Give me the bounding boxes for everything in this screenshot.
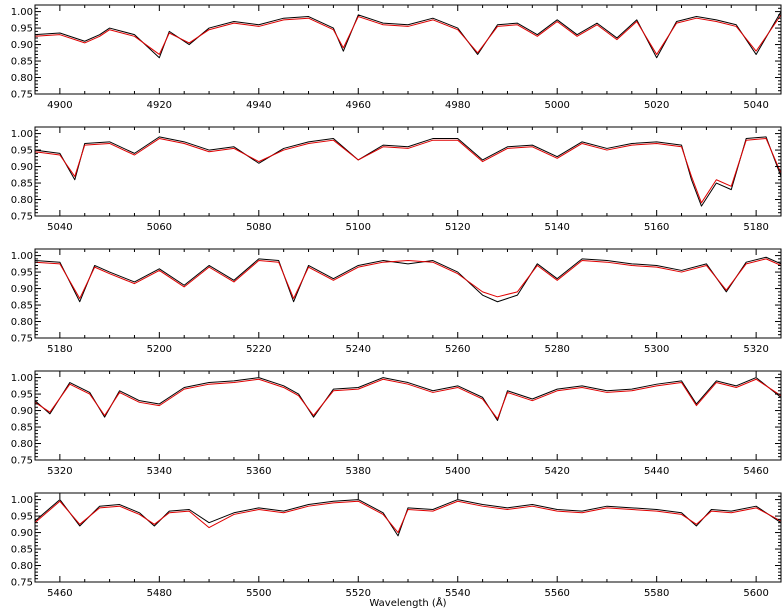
y-tick-label: 0.95 [11, 268, 33, 279]
observed-spectrum-line [34, 377, 782, 421]
x-tick-label: 4980 [445, 100, 470, 111]
x-tick-label: 5540 [445, 588, 470, 599]
model-spectrum-line [34, 14, 782, 55]
y-tick-label: 1.00 [11, 495, 33, 506]
x-tick-label: 5460 [47, 588, 72, 599]
x-tick-label: 4960 [346, 100, 371, 111]
x-tick-label: 5200 [147, 344, 172, 355]
y-tick-label: 0.75 [11, 334, 33, 345]
plot-frame [34, 248, 782, 339]
y-tick-label: 0.95 [11, 390, 33, 401]
y-tick-label: 0.90 [11, 284, 33, 295]
x-tick-label: 4940 [246, 100, 271, 111]
y-tick-label: 1.00 [11, 7, 33, 18]
y-tick-label: 0.80 [11, 195, 33, 206]
y-tick-label: 0.85 [11, 423, 33, 434]
x-tick-label: 5060 [147, 222, 172, 233]
x-tick-label: 5180 [47, 344, 72, 355]
observed-spectrum-line [34, 256, 782, 303]
y-tick-label: 0.85 [11, 179, 33, 190]
y-tick-label: 0.90 [11, 528, 33, 539]
y-tick-label: 1.00 [11, 251, 33, 262]
model-spectrum-line [34, 378, 782, 420]
x-tick-label: 5040 [743, 100, 768, 111]
x-tick-label: 5460 [743, 466, 768, 477]
x-tick-label: 5240 [346, 344, 371, 355]
x-tick-label: 5380 [346, 466, 371, 477]
x-tick-label: 5480 [147, 588, 172, 599]
plot-frame [34, 4, 782, 95]
x-tick-label: 5320 [743, 344, 768, 355]
y-tick-label: 0.95 [11, 146, 33, 157]
x-tick-label: 5360 [246, 466, 271, 477]
model-spectrum-line [34, 258, 782, 299]
x-tick-label: 5120 [445, 222, 470, 233]
x-tick-label: 5280 [544, 344, 569, 355]
spectrum-panel-2: 5040 5060 5080 5100 5120 5140 5160 5180 0.75 0.80… [11, 126, 782, 233]
y-tick-label: 1.00 [11, 129, 33, 140]
y-tick-label: 0.80 [11, 561, 33, 572]
y-tick-label: 0.75 [11, 578, 33, 589]
x-tick-label: 5100 [346, 222, 371, 233]
observed-spectrum-line [34, 11, 782, 59]
y-tick-label: 1.00 [11, 373, 33, 384]
y-tick-label: 0.90 [11, 162, 33, 173]
x-axis-label: Wavelength (Å) [369, 596, 446, 609]
x-tick-label: 5140 [544, 222, 569, 233]
y-tick-label: 0.80 [11, 317, 33, 328]
x-tick-label: 5520 [346, 588, 371, 599]
observed-spectrum-line [34, 499, 782, 537]
x-tick-label: 5000 [544, 100, 569, 111]
spectrum-panel-3: 5180 5200 5220 5240 5260 5280 5300 5320 0.75 0.80… [11, 248, 782, 355]
x-tick-label: 5220 [246, 344, 271, 355]
x-tick-label: 5260 [445, 344, 470, 355]
y-tick-label: 0.90 [11, 40, 33, 51]
x-tick-label: 5040 [47, 222, 72, 233]
observed-spectrum-line [34, 136, 782, 207]
y-tick-label: 0.85 [11, 301, 33, 312]
y-tick-label: 0.95 [11, 512, 33, 523]
x-tick-label: 5080 [246, 222, 271, 233]
x-tick-label: 5600 [743, 588, 768, 599]
y-tick-label: 0.95 [11, 24, 33, 35]
y-tick-label: 0.85 [11, 57, 33, 68]
x-tick-label: 5300 [644, 344, 669, 355]
y-tick-label: 0.90 [11, 406, 33, 417]
y-tick-label: 0.80 [11, 73, 33, 84]
x-tick-label: 5580 [644, 588, 669, 599]
x-tick-label: 5400 [445, 466, 470, 477]
y-tick-label: 0.75 [11, 90, 33, 101]
x-tick-label: 5020 [644, 100, 669, 111]
y-tick-label: 0.85 [11, 545, 33, 556]
spectrum-panel-1: 4900 4920 4940 4960 4980 5000 5020 5040 0.75 0.80… [11, 4, 782, 111]
y-tick-label: 0.80 [11, 439, 33, 450]
x-tick-label: 4920 [147, 100, 172, 111]
x-tick-label: 4900 [47, 100, 72, 111]
x-tick-label: 5500 [246, 588, 271, 599]
y-tick-label: 0.75 [11, 456, 33, 467]
y-tick-label: 0.75 [11, 212, 33, 223]
model-spectrum-line [34, 138, 782, 204]
x-tick-label: 5560 [544, 588, 569, 599]
x-tick-label: 5320 [47, 466, 72, 477]
plot-frame [34, 492, 782, 583]
x-tick-label: 5440 [644, 466, 669, 477]
x-tick-label: 5160 [644, 222, 669, 233]
spectrum-panel-4: 5320 5340 5360 5380 5400 5420 5440 5460 0.75 0.80… [11, 370, 782, 477]
x-tick-label: 5180 [743, 222, 768, 233]
plot-frame [34, 126, 782, 217]
spectrum-panel-5: 5460 5480 5500 5520 5540 5560 5580 5600 0.75 0.80… [11, 492, 782, 599]
x-tick-label: 5340 [147, 466, 172, 477]
model-spectrum-line [34, 500, 782, 534]
x-tick-label: 5420 [544, 466, 569, 477]
